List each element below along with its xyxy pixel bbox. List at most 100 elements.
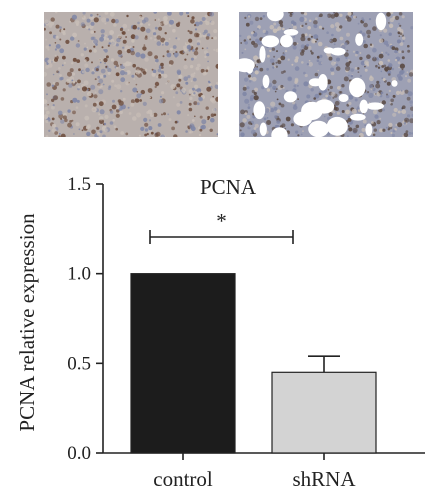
nucleus (362, 40, 366, 44)
nucleus (149, 96, 151, 99)
nucleus (113, 60, 119, 66)
nucleus (397, 31, 401, 35)
nucleus (287, 58, 290, 61)
nucleus (90, 84, 96, 90)
nucleus (173, 134, 178, 137)
nucleus (249, 77, 253, 81)
nucleus (51, 105, 55, 110)
nucleus (327, 88, 330, 91)
nucleus (155, 75, 159, 78)
nucleus (239, 129, 242, 132)
nucleus (84, 42, 86, 45)
nucleus (316, 59, 320, 62)
nucleus (189, 131, 192, 134)
nucleus (375, 93, 377, 95)
nucleus (185, 41, 190, 46)
nucleus (107, 87, 111, 91)
nucleus (102, 83, 105, 86)
nucleus (239, 34, 242, 37)
nucleus (140, 26, 146, 32)
nucleus (114, 19, 119, 24)
x-tick-label: shRNA (292, 467, 356, 491)
nucleus (175, 50, 178, 54)
nucleus (408, 72, 413, 77)
nucleus (179, 50, 183, 54)
nucleus (276, 50, 278, 53)
nucleus (310, 35, 313, 38)
nucleus (77, 79, 81, 84)
nucleus (78, 68, 81, 72)
nucleus (134, 98, 140, 103)
nucleus (156, 41, 162, 46)
vacuole (391, 80, 398, 87)
nucleus (273, 22, 277, 26)
nucleus (59, 38, 62, 41)
nucleus (49, 31, 52, 35)
nucleus (257, 27, 259, 30)
nucleus (293, 35, 296, 38)
nucleus (356, 67, 360, 70)
nucleus (346, 17, 352, 22)
nucleus (137, 27, 140, 30)
nucleus (45, 110, 50, 115)
vacuole (355, 33, 364, 46)
nucleus (362, 119, 367, 124)
nucleus (339, 13, 343, 17)
nucleus (359, 52, 362, 54)
nucleus (334, 12, 339, 18)
nucleus (130, 102, 135, 107)
nucleus (193, 72, 196, 74)
nucleus (163, 112, 166, 116)
nucleus (61, 64, 64, 67)
nucleus (199, 128, 203, 132)
nucleus (54, 131, 59, 135)
nucleus (304, 73, 308, 78)
nucleus (330, 71, 335, 76)
nucleus (195, 89, 198, 92)
nucleus (90, 30, 94, 34)
nucleus (62, 32, 66, 36)
nucleus (385, 69, 388, 73)
nucleus (306, 63, 310, 66)
nucleus (385, 94, 390, 99)
nucleus (347, 74, 350, 77)
vacuole (350, 113, 366, 121)
nucleus (189, 64, 194, 69)
nucleus (178, 74, 183, 79)
nucleus (46, 82, 51, 87)
nucleus (379, 34, 382, 37)
nucleus (75, 20, 80, 25)
nucleus (87, 124, 91, 129)
nucleus (364, 68, 368, 72)
nucleus (369, 76, 374, 82)
nucleus (275, 65, 278, 68)
nucleus (272, 79, 277, 85)
nucleus (49, 21, 55, 26)
nucleus (51, 98, 55, 103)
nucleus (108, 42, 111, 45)
nucleus (357, 22, 360, 25)
vacuole (283, 91, 297, 103)
nucleus (359, 56, 363, 61)
nucleus (55, 24, 60, 29)
nucleus (122, 39, 127, 44)
nucleus (380, 91, 384, 95)
nucleus (317, 69, 320, 72)
nucleus (176, 110, 181, 115)
nucleus (252, 76, 257, 82)
nucleus (90, 21, 95, 26)
nucleus (325, 94, 329, 98)
nucleus (60, 118, 62, 120)
nucleus (58, 135, 61, 137)
nucleus (312, 39, 316, 44)
nucleus (143, 117, 148, 122)
nucleus (322, 27, 325, 30)
nucleus (60, 133, 66, 137)
nucleus (310, 88, 314, 92)
nucleus (274, 90, 277, 93)
nucleus (388, 89, 392, 93)
nucleus (142, 101, 147, 106)
nucleus (164, 41, 169, 46)
nucleus (352, 50, 356, 53)
nucleus (131, 39, 135, 43)
